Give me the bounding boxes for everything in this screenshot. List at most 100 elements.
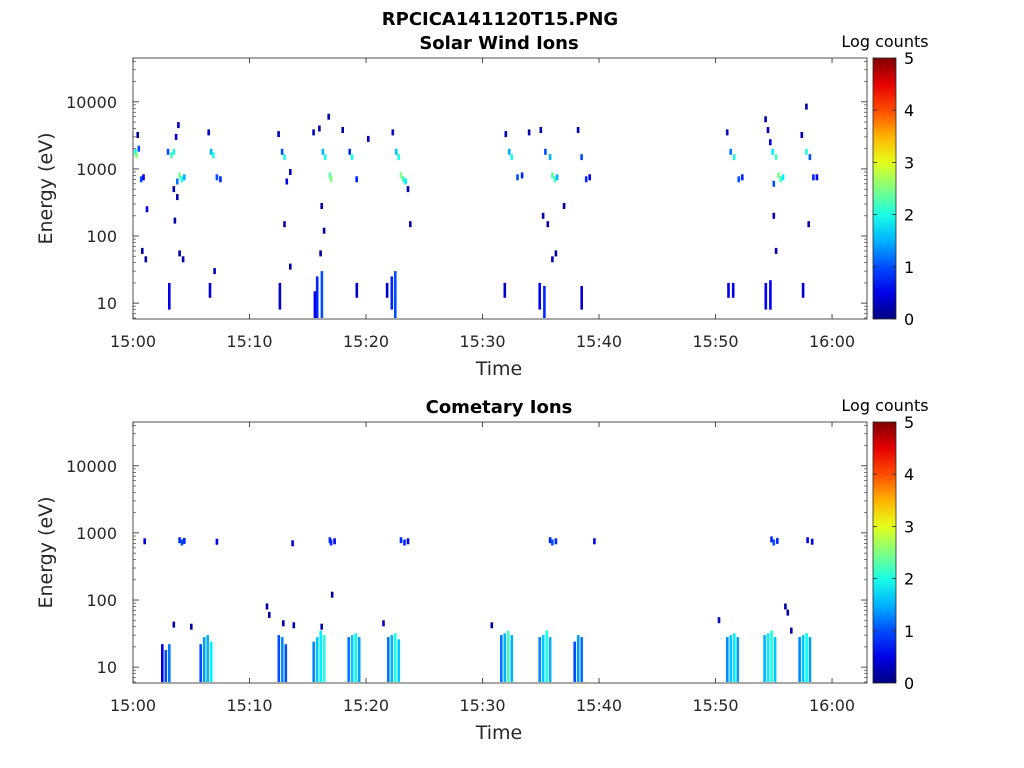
data-pixel bbox=[772, 212, 776, 219]
data-pixel bbox=[135, 152, 138, 159]
data-pixel bbox=[291, 540, 294, 547]
data-pixel bbox=[539, 127, 543, 133]
data-column bbox=[277, 635, 281, 682]
data-pixel bbox=[330, 591, 334, 598]
data-pixel bbox=[355, 176, 358, 183]
data-pixel bbox=[341, 127, 344, 133]
data-pixel bbox=[289, 263, 292, 270]
data-pixel bbox=[551, 256, 554, 263]
y-tick-label: 10000 bbox=[66, 457, 117, 476]
x-tick-label: 15:50 bbox=[692, 696, 738, 715]
y-tick-label: 1000 bbox=[76, 160, 117, 179]
data-pixel bbox=[170, 152, 173, 159]
data-column bbox=[726, 637, 729, 682]
data-pixel bbox=[399, 172, 403, 179]
data-pixel bbox=[283, 154, 286, 161]
data-pixel bbox=[178, 250, 181, 257]
x-tick-label: 15:10 bbox=[226, 696, 272, 715]
data-column bbox=[357, 637, 361, 682]
data-column bbox=[315, 637, 319, 682]
data-pixel bbox=[289, 169, 292, 175]
data-pixel bbox=[285, 178, 289, 185]
data-pixel bbox=[527, 129, 531, 136]
data-pixel bbox=[403, 539, 406, 546]
data-pixel bbox=[805, 148, 808, 155]
data-pixel bbox=[142, 174, 145, 181]
data-pixel bbox=[806, 537, 809, 544]
data-pixel bbox=[322, 227, 326, 234]
data-pixel bbox=[779, 176, 783, 183]
data-pixel bbox=[329, 539, 333, 546]
data-column bbox=[541, 635, 545, 682]
data-column bbox=[168, 282, 171, 310]
data-pixel bbox=[183, 537, 186, 544]
x-tick-label: 15:00 bbox=[110, 696, 156, 715]
data-column bbox=[733, 633, 736, 682]
data-pixel bbox=[807, 221, 810, 228]
data-column bbox=[320, 271, 324, 318]
data-pixel bbox=[772, 180, 776, 187]
data-pixel bbox=[808, 154, 812, 161]
data-column bbox=[322, 635, 326, 682]
data-pixel bbox=[409, 221, 412, 228]
data-pixel bbox=[215, 538, 219, 545]
data-pixel bbox=[774, 247, 778, 254]
data-pixel bbox=[772, 539, 776, 546]
data-pixel bbox=[402, 176, 405, 183]
colorbar-tick-label: 4 bbox=[904, 465, 914, 484]
data-pixel bbox=[781, 174, 785, 181]
data-pixel bbox=[593, 538, 596, 545]
x-tick-label: 15:10 bbox=[226, 332, 272, 351]
data-column bbox=[500, 635, 503, 682]
data-column bbox=[543, 286, 546, 318]
y-axis-label: Energy (eV) bbox=[35, 132, 57, 244]
data-column bbox=[736, 637, 740, 682]
data-pixel bbox=[215, 174, 219, 181]
data-pixel bbox=[584, 176, 588, 183]
data-column bbox=[209, 641, 213, 682]
data-pixel bbox=[312, 129, 315, 136]
data-column bbox=[278, 282, 282, 310]
data-pixel bbox=[395, 148, 398, 155]
data-pixel bbox=[219, 176, 222, 183]
data-column bbox=[168, 644, 171, 683]
data-pixel bbox=[551, 539, 554, 546]
data-pixel bbox=[143, 538, 146, 545]
data-column bbox=[312, 641, 315, 682]
data-column bbox=[387, 637, 390, 682]
data-pixel bbox=[741, 174, 744, 181]
data-column bbox=[798, 637, 801, 682]
data-pixel bbox=[209, 148, 213, 155]
x-tick-label: 16:00 bbox=[809, 696, 855, 715]
data-pixel bbox=[776, 537, 779, 544]
data-pixel bbox=[137, 145, 141, 152]
colorbar-tick-label: 3 bbox=[904, 517, 914, 536]
y-tick-label: 10000 bbox=[66, 93, 117, 112]
data-column bbox=[764, 282, 768, 310]
data-pixel bbox=[174, 133, 178, 140]
data-pixel bbox=[554, 538, 558, 545]
data-pixel bbox=[546, 221, 550, 228]
data-pixel bbox=[323, 154, 327, 161]
data-pixel bbox=[320, 623, 323, 630]
data-pixel bbox=[327, 113, 330, 120]
data-pixel bbox=[172, 186, 176, 193]
data-pixel bbox=[277, 131, 280, 138]
data-pixel bbox=[812, 174, 815, 181]
data-pixel bbox=[176, 194, 179, 201]
x-axis-label: Time bbox=[475, 358, 523, 380]
y-tick-label: 10 bbox=[97, 658, 117, 677]
colorbar-tick-label: 5 bbox=[904, 413, 914, 432]
data-pixel bbox=[280, 148, 284, 155]
data-pixel bbox=[318, 125, 321, 132]
x-tick-label: 15:30 bbox=[459, 332, 505, 351]
data-column bbox=[394, 633, 397, 682]
data-pixel bbox=[576, 127, 580, 133]
data-pixel bbox=[178, 172, 181, 179]
panel-cometary: 15:00 15:10 15:20 15:30 15:40 15:50 16:0010100… bbox=[35, 396, 929, 744]
data-pixel bbox=[541, 212, 545, 219]
data-pixel bbox=[178, 537, 181, 544]
colorbar-label: Log counts bbox=[841, 396, 928, 415]
data-column bbox=[394, 271, 397, 318]
data-column bbox=[503, 282, 507, 298]
